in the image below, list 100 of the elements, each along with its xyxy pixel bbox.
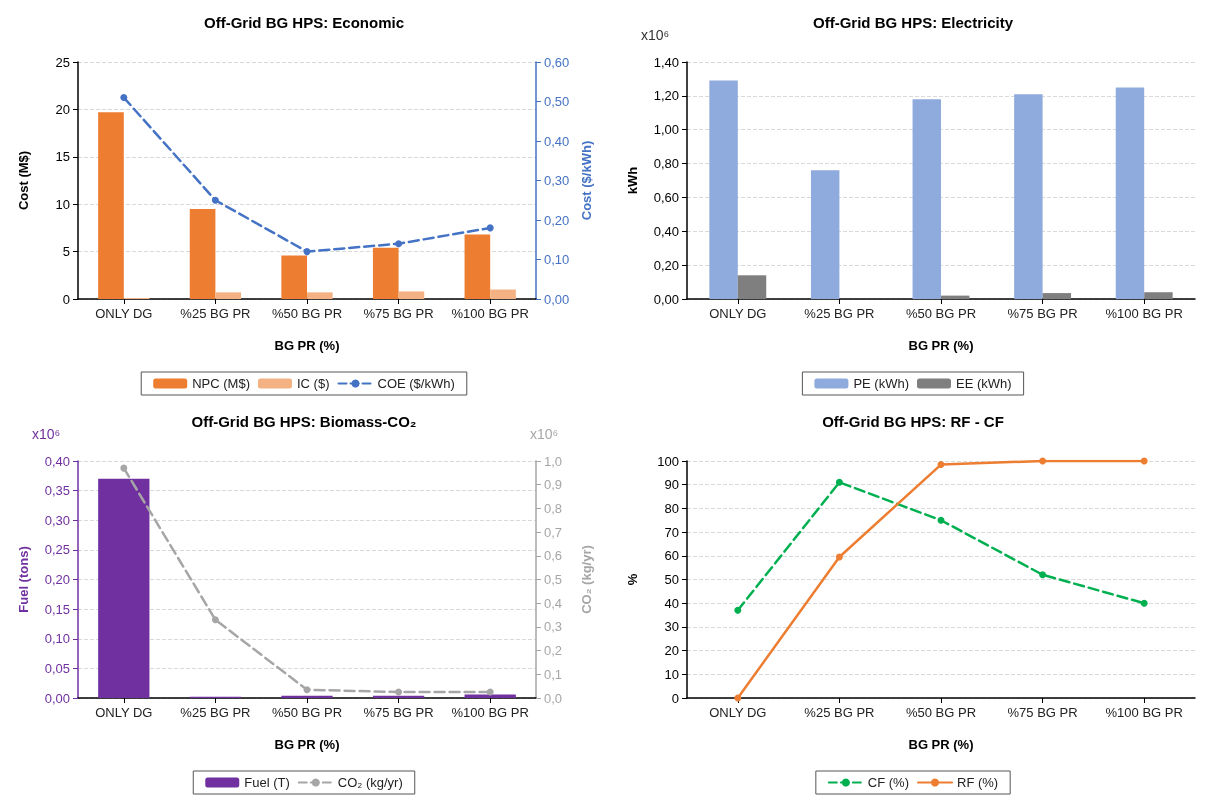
x-tick-label: ONLY DG bbox=[709, 306, 767, 321]
bar bbox=[709, 80, 738, 299]
x-tick-label: %50 BG PR bbox=[271, 705, 343, 720]
bar bbox=[215, 292, 242, 299]
legend-label: NPC (M$) bbox=[192, 376, 250, 391]
x-tick-label: %25 BG PR bbox=[180, 705, 251, 720]
y2-tick-label: 0,00 bbox=[544, 291, 570, 307]
y2-tick-label: 0,6 bbox=[544, 548, 563, 564]
bar bbox=[1144, 292, 1173, 299]
y-tick-label: 60 bbox=[664, 548, 679, 564]
y-tick-label: 20 bbox=[664, 643, 679, 659]
point bbox=[1039, 571, 1047, 579]
x-tick-label: %100 BG PR bbox=[451, 705, 529, 720]
point bbox=[734, 606, 742, 614]
bar bbox=[1014, 94, 1043, 299]
point bbox=[1039, 457, 1047, 465]
bar bbox=[464, 694, 516, 698]
chart-title: Off-Grid BG HPS: RF - CF bbox=[822, 413, 1004, 430]
bar bbox=[98, 112, 124, 299]
x-tick-label: %75 BG PR bbox=[1007, 306, 1078, 321]
text: x10⁶ bbox=[32, 426, 61, 442]
y-tick-label: 100 bbox=[657, 453, 679, 469]
y-tick-label: 0 bbox=[671, 690, 679, 706]
y-tick-label: 0,60 bbox=[653, 189, 679, 205]
y-tick-label: 70 bbox=[664, 524, 679, 540]
legend-label: Fuel (T) bbox=[244, 775, 290, 790]
y-tick-label: 90 bbox=[664, 477, 679, 493]
y-tick-label: 0,40 bbox=[44, 453, 70, 469]
bar bbox=[1115, 87, 1145, 299]
y-tick-label: 1,20 bbox=[653, 88, 679, 104]
x-tick-label: %50 BG PR bbox=[271, 306, 343, 321]
x-tick-label: ONLY DG bbox=[709, 705, 767, 720]
x-tick-label: %25 BG PR bbox=[180, 306, 251, 321]
y-tick-label: 0,15 bbox=[44, 601, 70, 617]
y-axis-title: Cost (M$) bbox=[16, 150, 31, 211]
x-tick-label: ONLY DG bbox=[95, 306, 153, 321]
y-tick-label: 0 bbox=[62, 291, 70, 307]
y-tick-label: 10 bbox=[664, 666, 679, 682]
y2-tick-label: 0,8 bbox=[544, 500, 563, 516]
y-tick-label: 10 bbox=[55, 196, 70, 212]
x-tick-label: %25 BG PR bbox=[804, 705, 875, 720]
y-tick-label: 5 bbox=[62, 244, 70, 260]
chart-title: Off-Grid BG HPS: Economic bbox=[203, 14, 405, 31]
x-tick-label: ONLY DG bbox=[95, 705, 153, 720]
x-tick-label: %75 BG PR bbox=[363, 705, 434, 720]
y2-tick-label: 0,5 bbox=[544, 572, 563, 587]
legend-label: IC ($) bbox=[297, 376, 330, 391]
bar bbox=[189, 208, 216, 299]
x-tick-label: %50 BG PR bbox=[905, 306, 977, 321]
y2-tick-label: 0,20 bbox=[544, 212, 570, 228]
legend-label: COE ($/kWh) bbox=[377, 376, 455, 391]
point bbox=[835, 478, 843, 486]
point bbox=[937, 516, 945, 524]
y2-tick-label: 1,0 bbox=[544, 453, 563, 469]
y-tick-label: 0,20 bbox=[44, 572, 70, 587]
y-tick-label: 0,25 bbox=[44, 542, 70, 558]
point bbox=[395, 688, 403, 696]
bar bbox=[737, 275, 767, 299]
y2-tick-label: 0,40 bbox=[544, 133, 570, 149]
y-tick-label: 15 bbox=[55, 149, 70, 165]
bar bbox=[281, 255, 307, 299]
y-tick-label: 1,00 bbox=[653, 122, 679, 138]
y2-tick-label: 0,3 bbox=[544, 619, 563, 635]
y-tick-label: 20 bbox=[55, 101, 70, 117]
x-axis-title: BG PR (%) bbox=[274, 737, 340, 752]
y2-axis-title: Cost ($/kWh) bbox=[579, 140, 595, 221]
bar bbox=[490, 289, 516, 299]
y-tick-label: 0,00 bbox=[653, 291, 679, 307]
x-axis-title: BG PR (%) bbox=[908, 338, 974, 353]
x-tick-label: %75 BG PR bbox=[363, 306, 434, 321]
x-axis-title: BG PR (%) bbox=[274, 338, 340, 353]
y2-tick-label: 0,4 bbox=[544, 595, 563, 611]
y2-tick-label: 0,0 bbox=[544, 690, 563, 706]
legend-label: RF (%) bbox=[957, 775, 999, 790]
point bbox=[486, 224, 494, 232]
y-axis-title: kWh bbox=[625, 166, 640, 195]
bar bbox=[464, 234, 491, 299]
legend-label: CO₂ (kg/yr) bbox=[337, 775, 403, 790]
point bbox=[211, 616, 219, 624]
point bbox=[937, 461, 945, 469]
x-tick-label: %75 BG PR bbox=[1007, 705, 1078, 720]
x-tick-label: %50 BG PR bbox=[905, 705, 977, 720]
y2-tick-label: 0,60 bbox=[544, 54, 570, 70]
y2-tick-label: 0,7 bbox=[544, 524, 563, 540]
text: x10⁶ bbox=[641, 27, 670, 43]
x-tick-label: %100 BG PR bbox=[451, 306, 529, 321]
point bbox=[486, 688, 494, 696]
y2-tick-label: 0,10 bbox=[544, 252, 570, 267]
bar bbox=[372, 247, 399, 299]
point bbox=[395, 240, 403, 248]
legend-label: EE (kWh) bbox=[956, 376, 1012, 391]
point bbox=[303, 686, 311, 694]
y2-tick-label: 0,50 bbox=[544, 94, 570, 109]
y-axis-title: Fuel (tons) bbox=[16, 546, 31, 613]
x-tick-label: %100 BG PR bbox=[1105, 705, 1183, 720]
y2-axis-title: CO₂ (kg/yr) bbox=[579, 545, 594, 614]
legend-label: CF (%) bbox=[867, 775, 910, 790]
point bbox=[1140, 599, 1148, 607]
bar bbox=[1042, 293, 1072, 299]
y-tick-label: 30 bbox=[664, 619, 679, 635]
